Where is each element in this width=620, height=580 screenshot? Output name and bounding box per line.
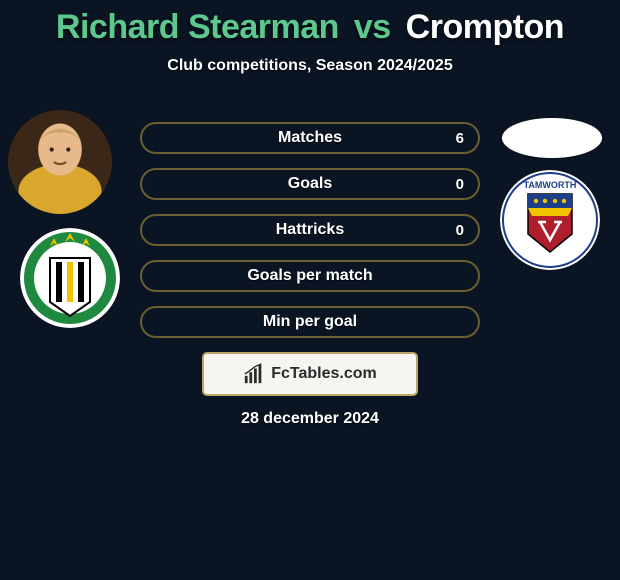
stat-row-min-per-goal: Min per goal	[140, 306, 480, 338]
stat-right-value: 6	[456, 130, 464, 147]
stat-row-goals-per-match: Goals per match	[140, 260, 480, 292]
stat-label: Matches	[278, 129, 342, 147]
player1-name: Richard Stearman	[56, 8, 339, 46]
player1-avatar-svg	[8, 110, 112, 214]
stat-right-value: 0	[456, 176, 464, 193]
stat-label: Goals per match	[247, 267, 372, 285]
stat-right-value: 0	[456, 222, 464, 239]
stat-label: Hattricks	[276, 221, 344, 239]
vs-text: vs	[354, 8, 391, 46]
chart-icon	[243, 363, 265, 385]
stat-row-matches: Matches 6	[140, 122, 480, 154]
stat-row-hattricks: Hattricks 0	[140, 214, 480, 246]
player2-name: Crompton	[406, 8, 564, 46]
comparison-title: Richard Stearman vs Crompton	[0, 0, 620, 47]
date-text: 28 december 2024	[0, 410, 620, 428]
brand-text: FcTables.com	[271, 365, 377, 383]
brand-badge[interactable]: FcTables.com	[202, 352, 418, 396]
subtitle: Club competitions, Season 2024/2025	[0, 57, 620, 75]
stats-rows: Matches 6 Goals 0 Hattricks 0 Goals per …	[140, 122, 480, 352]
player2-avatar-svg	[502, 118, 602, 158]
badge-label: TAMWORTH	[524, 180, 577, 190]
player1-club-badge	[20, 228, 120, 328]
player2-club-badge-svg: TAMWORTH	[500, 170, 600, 270]
stat-label: Goals	[288, 175, 332, 193]
player2-avatar	[502, 118, 602, 158]
stat-row-goals: Goals 0	[140, 168, 480, 200]
player2-club-badge: TAMWORTH	[500, 170, 600, 270]
stat-label: Min per goal	[263, 313, 357, 331]
player1-avatar	[8, 110, 112, 214]
player1-club-badge-svg	[20, 228, 120, 328]
